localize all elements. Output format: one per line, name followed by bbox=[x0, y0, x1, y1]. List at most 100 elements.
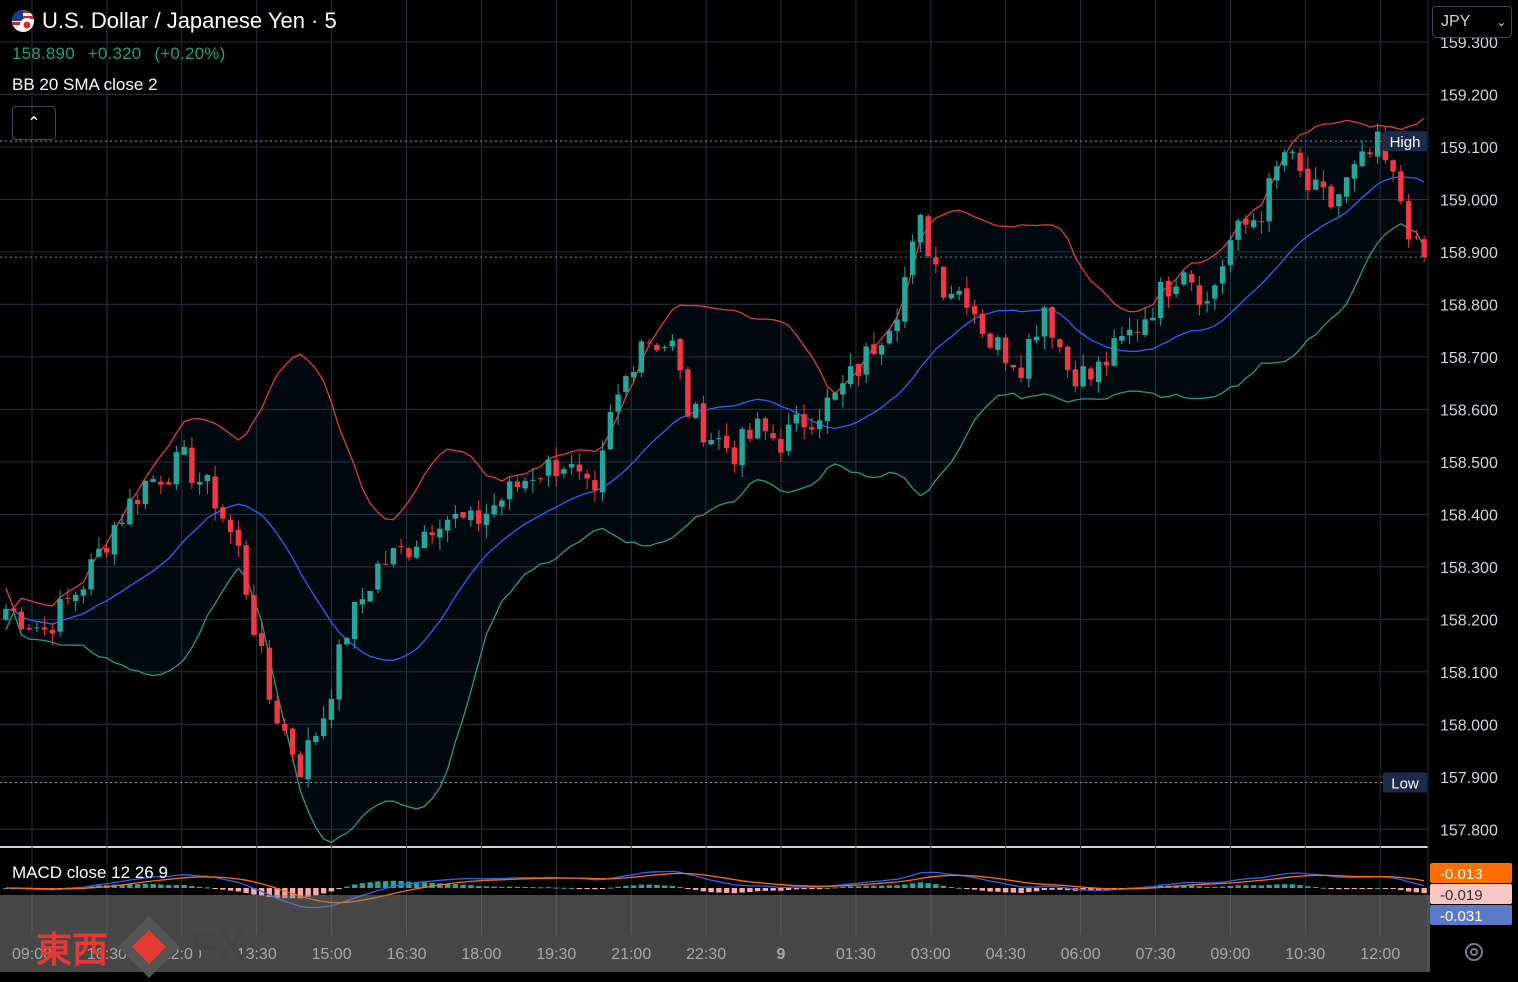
macd-hist-bar bbox=[561, 887, 567, 889]
macd-hist-bar bbox=[1212, 886, 1218, 888]
candle bbox=[778, 428, 784, 463]
price-axis[interactable]: 159.300 159.200 159.100 159.000 158.900 158.8… bbox=[1427, 0, 1518, 972]
macd-hist-bar bbox=[212, 888, 218, 889]
macd-hist-bar bbox=[406, 881, 412, 888]
candle bbox=[747, 422, 753, 443]
candle bbox=[468, 506, 474, 527]
macd-hist-bar bbox=[165, 885, 172, 888]
candle bbox=[483, 503, 490, 538]
candle bbox=[266, 639, 273, 705]
candle bbox=[646, 339, 652, 347]
macd-hist-bar bbox=[274, 888, 280, 898]
gear-icon[interactable] bbox=[1462, 940, 1486, 964]
collapse-indicators-button[interactable]: ⌃ bbox=[12, 106, 56, 140]
candle bbox=[661, 344, 668, 352]
macd-hist-bar bbox=[739, 888, 745, 893]
candle bbox=[1072, 360, 1079, 393]
macd-hist-bar bbox=[832, 887, 838, 889]
macd-hist-bar bbox=[1367, 888, 1373, 889]
macd-hist-bar bbox=[235, 888, 242, 892]
candle bbox=[1212, 283, 1218, 310]
macd-hist-bar bbox=[1359, 888, 1365, 889]
price-change-pct: (+0.20%) bbox=[154, 44, 226, 63]
candle bbox=[382, 550, 389, 565]
candle bbox=[847, 353, 854, 388]
macd-hist-bar bbox=[723, 888, 730, 893]
macd-hist-bar bbox=[537, 887, 544, 889]
macd-hist-bar bbox=[313, 888, 319, 896]
macd-hist-bar bbox=[1002, 888, 1009, 893]
macd-hist-bar bbox=[1258, 885, 1265, 888]
macd-hist-bar bbox=[615, 886, 621, 888]
candle bbox=[1243, 214, 1249, 235]
macd-value-tag-text: -0.013 bbox=[1440, 866, 1483, 883]
macd-hist-bar bbox=[971, 888, 978, 890]
macd-hist-bar bbox=[1033, 888, 1040, 892]
candle bbox=[289, 727, 296, 762]
macd-hist-bar bbox=[282, 888, 288, 899]
candle bbox=[212, 465, 218, 521]
macd-hist-bar bbox=[933, 884, 939, 888]
macd-hist-bar bbox=[336, 888, 342, 889]
macd-hist-bar bbox=[708, 888, 714, 893]
macd-hist-bar bbox=[855, 886, 862, 888]
candle bbox=[576, 453, 583, 479]
candle bbox=[1320, 170, 1327, 201]
candle bbox=[258, 622, 265, 654]
candle bbox=[716, 430, 722, 450]
candle bbox=[1018, 355, 1024, 383]
macd-pane: -0.013 -0.019 -0.031 bbox=[3, 863, 1512, 925]
macd-hist-bar bbox=[1235, 885, 1241, 888]
usd-jpy-flag-icon bbox=[12, 10, 34, 32]
macd-hist-bar bbox=[88, 886, 94, 888]
macd-hist-bar bbox=[158, 884, 164, 888]
candle bbox=[220, 504, 226, 523]
y-tick-label: 158.300 bbox=[1440, 560, 1498, 577]
candle bbox=[367, 590, 373, 602]
macd-hist-bar bbox=[142, 883, 149, 888]
candle bbox=[1041, 305, 1048, 350]
candle bbox=[816, 408, 823, 439]
bb-indicator-label[interactable]: BB 20 SMA close 2 bbox=[12, 75, 158, 94]
macd-hist-bar bbox=[886, 885, 893, 888]
macd-hist-bar bbox=[119, 884, 125, 888]
macd-hist-bar bbox=[909, 883, 916, 888]
candle bbox=[1235, 218, 1241, 251]
candle bbox=[413, 540, 420, 560]
macd-hist-bar bbox=[964, 888, 970, 889]
macd-hist-bar bbox=[568, 887, 575, 889]
candle bbox=[801, 404, 807, 440]
macd-hist-bar bbox=[1390, 888, 1396, 889]
macd-hist-bar bbox=[1095, 888, 1102, 891]
candle bbox=[297, 751, 304, 778]
candle bbox=[677, 337, 683, 380]
macd-hist-bar bbox=[1336, 888, 1342, 890]
symbol-title[interactable]: U.S. Dollar / Japanese Yen · 5 bbox=[12, 8, 337, 34]
y-tick-label: 158.700 bbox=[1440, 350, 1498, 367]
candle bbox=[390, 547, 397, 568]
macd-hist-bar bbox=[1188, 885, 1195, 888]
candle bbox=[1157, 277, 1164, 326]
candle bbox=[940, 266, 947, 301]
candle bbox=[375, 561, 381, 594]
candle bbox=[1188, 270, 1195, 292]
macd-hist-bar bbox=[956, 887, 962, 889]
candle bbox=[894, 308, 900, 342]
candle bbox=[1351, 160, 1358, 192]
candle bbox=[506, 477, 513, 510]
candle bbox=[1057, 338, 1063, 353]
macd-hist-bar bbox=[863, 885, 869, 888]
candle bbox=[824, 388, 831, 434]
candle bbox=[638, 339, 645, 378]
candle bbox=[1134, 319, 1141, 342]
currency-select[interactable]: JPY ⌄ bbox=[1432, 6, 1512, 38]
candle bbox=[103, 541, 110, 559]
candles bbox=[3, 123, 1427, 788]
macd-hist-bar bbox=[1227, 885, 1234, 888]
macd-hist-bar bbox=[778, 888, 784, 891]
y-tick-label: 158.800 bbox=[1440, 297, 1498, 314]
macd-indicator-label[interactable]: MACD close 12 26 9 bbox=[12, 863, 168, 882]
candle bbox=[1297, 147, 1303, 178]
macd-hist-bar bbox=[661, 885, 668, 888]
